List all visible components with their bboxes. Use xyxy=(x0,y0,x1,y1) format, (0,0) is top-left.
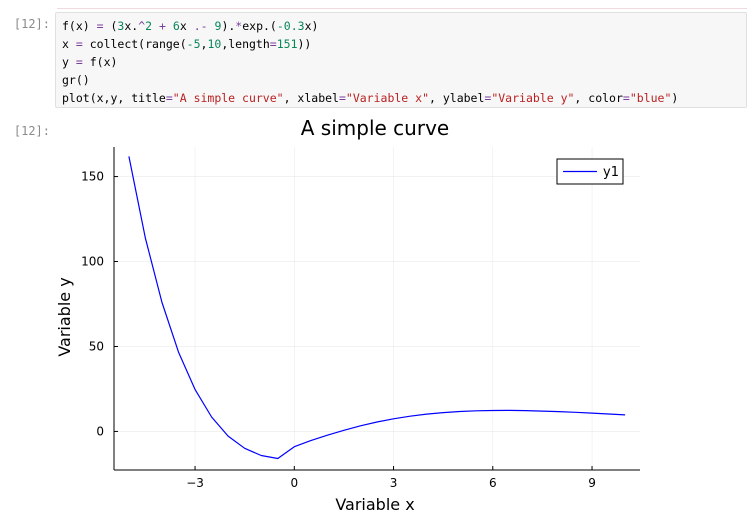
code-token: = xyxy=(484,91,492,105)
code-token: 6 xyxy=(172,19,180,33)
axes xyxy=(113,147,640,471)
code-line: x = collect(range(-5,10,length=151)) xyxy=(62,35,746,53)
x-tick-label: −3 xyxy=(186,476,204,490)
y-tick-label: 50 xyxy=(89,339,104,353)
code-token: ,length xyxy=(221,37,270,51)
code-token: -0.3 xyxy=(276,19,305,33)
chart-title: A simple curve xyxy=(301,116,449,140)
x-tick-label: 0 xyxy=(290,476,298,490)
code-token: = xyxy=(96,19,104,33)
x-tick-label: 6 xyxy=(489,476,497,490)
code-token: , xyxy=(200,37,208,51)
code-line: y = f(x) xyxy=(62,53,746,71)
code-line: f(x) = (3x.^2 + 6x .- 9).*exp.(-0.3x) xyxy=(62,17,746,35)
output-prompt: [12]: xyxy=(13,124,50,138)
code-token: , color xyxy=(574,91,623,105)
code-token: ^ xyxy=(138,19,146,33)
code-token: collect(range( xyxy=(82,37,187,51)
code-token: = xyxy=(75,55,83,69)
code-token: x xyxy=(179,19,194,33)
y-tick-label: 0 xyxy=(96,424,104,438)
code-token: 151 xyxy=(276,37,298,51)
code-token: 9 xyxy=(214,19,222,33)
code-token: x) xyxy=(304,19,319,33)
code-token: , ylabel xyxy=(429,91,485,105)
legend: y1 xyxy=(556,158,624,185)
code-token: f(x) xyxy=(62,19,97,33)
code-token: = xyxy=(622,91,630,105)
code-token: + xyxy=(159,19,166,33)
series-line xyxy=(128,156,626,460)
y-axis-label: Variable y xyxy=(55,277,74,356)
code-token: "Variable y" xyxy=(491,91,575,105)
y-tick-label: 100 xyxy=(81,255,104,269)
x-tick-label: 3 xyxy=(390,476,398,490)
grid xyxy=(114,147,640,470)
code-token: ). xyxy=(221,19,236,33)
code-token xyxy=(166,19,173,33)
code-token: 2 xyxy=(145,19,153,33)
ticks: −3 0 3 6 9 0 50 100 150 xyxy=(81,170,596,490)
code-line: gr() xyxy=(62,71,746,89)
code-token: * xyxy=(235,19,243,33)
code-token: )) xyxy=(297,37,312,51)
code-token xyxy=(208,19,215,33)
code-token: ) xyxy=(671,91,679,105)
x-axis-label: Variable x xyxy=(335,495,414,514)
y-tick-label: 150 xyxy=(81,170,104,184)
code-token: = xyxy=(269,37,277,51)
code-token: "A simple curve" xyxy=(172,91,284,105)
code-token: plot(x,y, title xyxy=(62,91,166,105)
code-line: plot(x,y, title="A simple curve", xlabel… xyxy=(62,89,746,107)
code-token: y xyxy=(62,55,76,69)
code-token: exp.( xyxy=(242,19,277,33)
code-token: , xlabel xyxy=(283,91,339,105)
series-group xyxy=(128,156,626,460)
code-cell-editor[interactable]: f(x) = (3x.^2 + 6x .- 9).*exp.(-0.3x) x =… xyxy=(55,12,747,108)
input-prompt: [12]: xyxy=(13,17,50,31)
code-token xyxy=(152,19,159,33)
plot-output: A simple curve Variable y Variable x −3 0… xyxy=(55,116,640,514)
code-token: 3 xyxy=(117,19,125,33)
code-token: "blue" xyxy=(629,91,672,105)
code-token: -5 xyxy=(186,37,201,51)
code-token: = xyxy=(338,91,346,105)
code-token: ( xyxy=(103,19,118,33)
code-lines: f(x) = (3x.^2 + 6x .- 9).*exp.(-0.3x) x =… xyxy=(62,17,746,107)
code-token: x xyxy=(62,37,76,51)
code-token: = xyxy=(165,91,173,105)
code-token: f(x) xyxy=(82,55,118,69)
code-token: 10 xyxy=(207,37,222,51)
code-token: = xyxy=(75,37,83,51)
code-token: gr() xyxy=(62,73,90,87)
code-token: "Variable x" xyxy=(345,91,429,105)
previous-cell-border xyxy=(57,0,747,9)
code-token: .- xyxy=(193,19,208,33)
x-tick-label: 9 xyxy=(588,476,596,490)
legend-label: y1 xyxy=(603,165,619,180)
code-token: x. xyxy=(124,19,139,33)
